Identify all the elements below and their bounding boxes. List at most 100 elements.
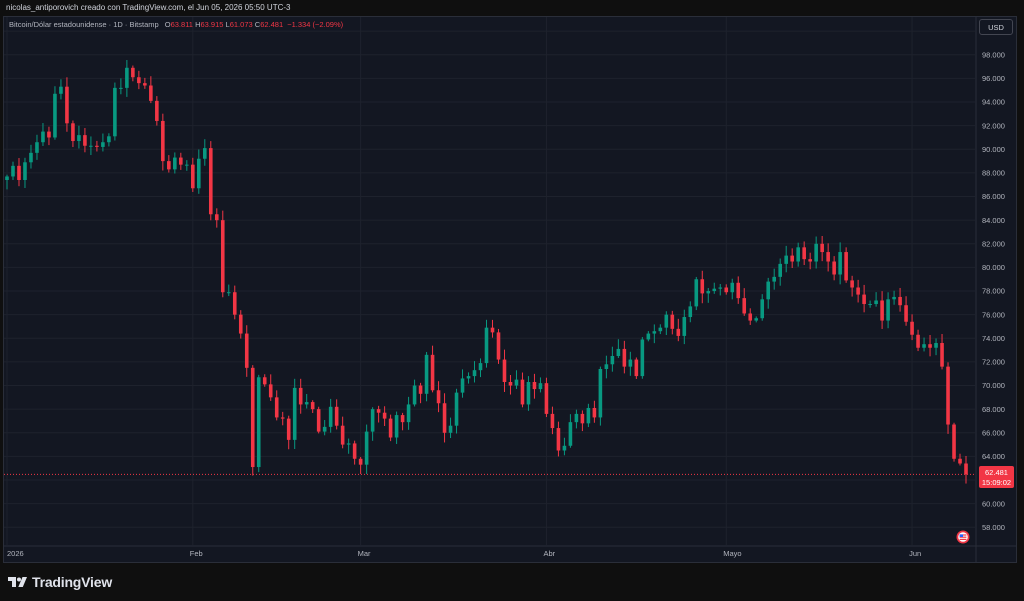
x-axis[interactable]: 2026 Feb Mar Abr Mayo Jun xyxy=(4,545,1016,558)
candle-body xyxy=(298,387,303,405)
candle-body xyxy=(53,93,57,138)
candle-body xyxy=(646,333,651,340)
candle xyxy=(131,65,135,82)
candle xyxy=(232,285,237,320)
candle xyxy=(202,139,207,166)
candle xyxy=(89,136,93,156)
last-price-value: 62.481 xyxy=(985,468,1008,477)
candle xyxy=(778,258,782,286)
candle-body xyxy=(143,83,147,86)
candle xyxy=(77,125,81,149)
candle-body xyxy=(784,255,788,264)
candle-body xyxy=(149,85,153,101)
candle xyxy=(310,400,315,413)
x-tick-label: 2026 xyxy=(7,549,24,558)
ohlc-legend[interactable]: Bitcoin/Dólar estadounidense · 1D · Bits… xyxy=(9,20,343,29)
candle xyxy=(173,152,177,174)
candle-body xyxy=(868,304,872,306)
tradingview-logo[interactable]: TradingView xyxy=(8,574,112,590)
candle-body xyxy=(856,287,860,295)
candle xyxy=(95,140,99,152)
candle-body xyxy=(448,425,453,433)
candle-body xyxy=(316,409,321,432)
x-tick-label: Mar xyxy=(358,549,371,558)
candle-body xyxy=(772,276,777,282)
candle xyxy=(586,403,591,428)
candle-body xyxy=(418,385,423,394)
candle-body xyxy=(904,305,908,322)
candle xyxy=(340,416,345,449)
tradingview-logo-icon xyxy=(8,577,27,587)
candle-body xyxy=(191,164,195,189)
candle-body xyxy=(430,354,435,391)
candle-body xyxy=(167,161,171,170)
candle xyxy=(448,417,453,439)
legend-high-value: 63.915 xyxy=(200,20,224,29)
candle xyxy=(406,396,411,430)
candle xyxy=(538,377,543,393)
candle-body xyxy=(700,279,705,294)
candle xyxy=(700,270,705,304)
candle xyxy=(268,374,273,401)
candle xyxy=(574,409,579,429)
candle-body xyxy=(358,458,363,465)
candle-body xyxy=(910,321,914,335)
candle-body xyxy=(442,403,447,433)
candle-body xyxy=(802,247,806,260)
last-price-countdown: 15:09:02 xyxy=(982,478,1011,487)
candle-body xyxy=(796,247,800,262)
y-axis[interactable]: 58.00060.00062.00064.00066.00068.00070.0… xyxy=(975,17,1009,562)
candle-body xyxy=(766,281,771,300)
y-tick-label: 68.000 xyxy=(982,405,1005,414)
candle xyxy=(694,276,699,311)
candle-body xyxy=(220,220,225,293)
candle-body xyxy=(59,86,63,94)
last-price-tag-bg xyxy=(979,466,1014,488)
candle xyxy=(197,149,201,194)
candle-body xyxy=(640,339,645,377)
candle xyxy=(352,440,357,465)
candle xyxy=(904,296,908,326)
candle xyxy=(292,378,297,450)
candle xyxy=(940,333,944,370)
candle-body xyxy=(562,445,567,451)
candle-body xyxy=(388,418,393,438)
candle-body xyxy=(292,387,297,440)
candle xyxy=(412,379,417,407)
chart-frame[interactable] xyxy=(3,16,1017,563)
candlestick-chart[interactable]: 58.00060.00062.00064.00066.00068.00070.0… xyxy=(0,0,1024,563)
candle-body xyxy=(226,292,231,294)
candle-body xyxy=(376,409,381,413)
candle xyxy=(712,282,717,294)
candle-body xyxy=(514,379,519,386)
candle xyxy=(101,133,105,152)
candle-body xyxy=(107,136,111,143)
candle xyxy=(185,160,189,171)
candle xyxy=(143,77,147,89)
y-tick-label: 84.000 xyxy=(982,216,1005,225)
candle xyxy=(364,424,369,475)
candle xyxy=(742,288,747,316)
candle-body xyxy=(119,87,123,89)
y-tick-label: 76.000 xyxy=(982,310,1005,319)
currency-button[interactable]: USD xyxy=(979,19,1013,35)
candle-body xyxy=(113,87,117,137)
top-bar: nicolas_antiporovich creado con TradingV… xyxy=(0,0,1024,16)
candle xyxy=(682,309,687,345)
candle xyxy=(316,406,321,434)
candle xyxy=(484,319,489,368)
y-tick-label: 86.000 xyxy=(982,192,1005,201)
candle xyxy=(155,96,159,126)
candle-body xyxy=(328,406,333,427)
candle xyxy=(107,133,111,147)
candle xyxy=(784,245,788,273)
candle-body xyxy=(179,157,183,165)
candle-body xyxy=(161,120,165,162)
candle xyxy=(610,346,615,372)
candle xyxy=(436,381,441,413)
us-flag-icon[interactable] xyxy=(956,530,970,544)
candle xyxy=(676,318,681,342)
candle-body xyxy=(742,298,747,314)
candle xyxy=(952,422,956,462)
candle-body xyxy=(580,413,585,424)
